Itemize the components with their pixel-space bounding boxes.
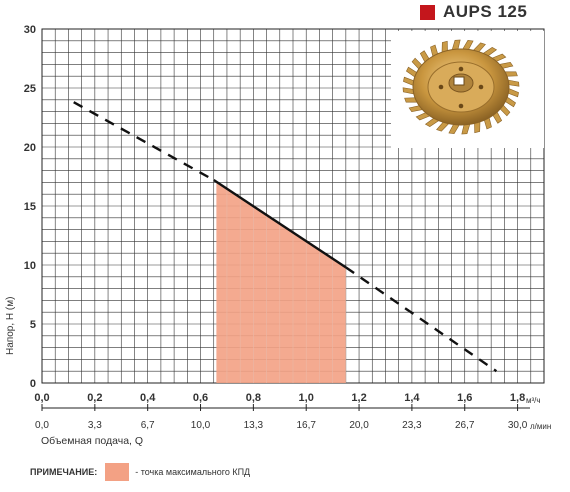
x-tick-label-lmin: 3,3 (88, 420, 102, 431)
note-swatch (105, 463, 130, 481)
impeller-icon (402, 39, 520, 135)
x-tick-label-lmin: 30,0 (508, 420, 528, 431)
note-text: - точка максимального КПД (135, 467, 251, 477)
x-tick-label-m3h: 1,4 (404, 392, 420, 404)
y-tick-label: 0 (30, 378, 36, 390)
note: ПРИМЕЧАНИЕ: - точка максимального КПД (30, 463, 250, 481)
y-tick-label: 15 (24, 201, 36, 213)
x-tick-label-m3h: 0,8 (246, 392, 261, 404)
x-tick-label-lmin: 10,0 (191, 420, 211, 431)
y-tick-label: 10 (24, 260, 36, 272)
note-label: ПРИМЕЧАНИЕ: (30, 467, 98, 477)
x-axis-unit-bottom: л/мин (530, 422, 551, 431)
x-tick-label-lmin: 13,3 (244, 420, 264, 431)
y-tick-label: 20 (24, 142, 36, 154)
x-tick-label-m3h: 0,4 (140, 392, 156, 404)
x-tick-label-lmin: 0,0 (35, 420, 49, 431)
model-title: AUPS 125 (420, 2, 527, 22)
x-tick-label-m3h: 0,6 (193, 392, 208, 404)
x-axis-label: Объемная подача, Q (41, 435, 143, 447)
series-line-solid (213, 179, 347, 269)
series-layer (73, 101, 498, 373)
brand-square-icon (420, 4, 435, 20)
x-tick-label-m3h: 1,8 (510, 392, 525, 404)
x-tick-label-lmin: 23,3 (402, 420, 422, 431)
x-tick-label-m3h: 1,2 (351, 392, 366, 404)
model-name: AUPS 125 (443, 2, 528, 21)
x-tick-label-m3h: 0,0 (34, 392, 49, 404)
y-tick-label: 25 (24, 83, 36, 95)
x-axis-unit-top: м³/ч (526, 396, 541, 405)
x-tick-label-m3h: 1,6 (457, 392, 472, 404)
y-tick-label: 30 (24, 24, 36, 36)
x-tick-label-lmin: 26,7 (455, 420, 475, 431)
x-tick-label-lmin: 20,0 (349, 420, 369, 431)
impeller-photo (391, 31, 544, 148)
x-tick-label-m3h: 1,0 (299, 392, 314, 404)
y-tick-label: 5 (30, 319, 36, 331)
y-axis-label: Напор, Н (м) (5, 297, 16, 355)
efficiency-band-layer (216, 181, 347, 383)
series-line-dashed (345, 266, 498, 373)
series-line-dashed (73, 101, 215, 182)
axis-layer: 0 5 10 15 20 25 30 0,0 0,2 0,4 0,6 0,8 1,0 1,2 1,4 1,6 1… (24, 24, 530, 431)
x-tick-label-m3h: 0,2 (87, 392, 102, 404)
x-tick-label-lmin: 6,7 (141, 420, 155, 431)
x-tick-label-lmin: 16,7 (296, 420, 316, 431)
max-efficiency-band (216, 181, 346, 383)
